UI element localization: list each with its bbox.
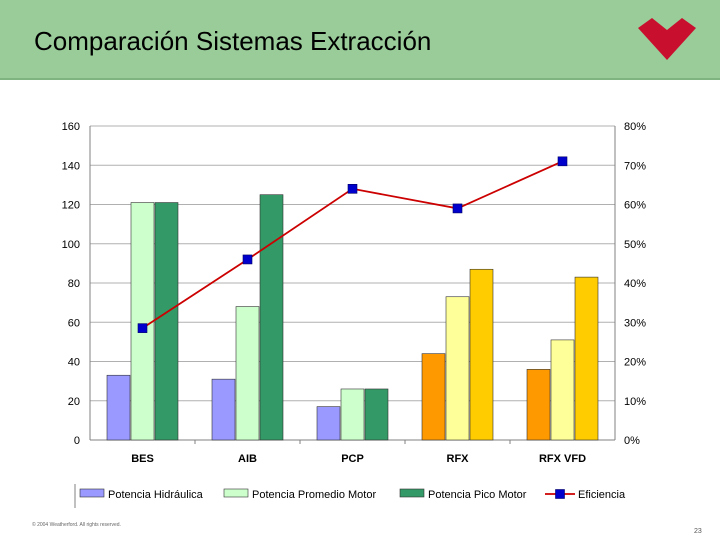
- bar-potencia-pico-motor: [574, 276, 599, 441]
- x-category-label: RFX VFD: [539, 453, 586, 465]
- bar-potencia-hidráulica: [316, 406, 341, 441]
- y-left-tick-label: 20: [68, 396, 80, 408]
- efficiency-marker: [557, 156, 568, 167]
- legend-label: Potencia Promedio Motor: [252, 489, 376, 501]
- y-left-tick-label: 40: [68, 357, 80, 369]
- bar-potencia-hidráulica: [421, 353, 446, 441]
- copyright-footer: © 2004 Weatherford. All rights reserved.: [32, 522, 121, 528]
- legend-swatch: [223, 488, 249, 498]
- y-right-tick-label: 60%: [624, 200, 646, 212]
- y-left-tick-label: 0: [74, 435, 80, 447]
- slide-header: [0, 0, 720, 78]
- weatherford-logo-icon: [638, 18, 696, 60]
- y-right-tick-label: 40%: [624, 278, 646, 290]
- x-category-label: PCP: [341, 453, 364, 465]
- y-left-tick-label: 80: [68, 278, 80, 290]
- legend-label: Potencia Hidráulica: [108, 489, 204, 501]
- y-right-tick-label: 30%: [624, 317, 646, 329]
- bar-potencia-hidráulica: [526, 369, 551, 441]
- bar-potencia-promedio-motor: [130, 202, 155, 441]
- bar-potencia-promedio-motor: [550, 339, 575, 441]
- bar-potencia-hidráulica: [106, 374, 131, 441]
- bar-potencia-pico-motor: [364, 388, 389, 441]
- legend-swatch: [79, 488, 105, 498]
- y-left-tick-label: 140: [62, 160, 80, 172]
- y-right-tick-label: 20%: [624, 357, 646, 369]
- x-category-label: AIB: [238, 453, 257, 465]
- efficiency-marker: [137, 323, 148, 333]
- bar-potencia-promedio-motor: [235, 306, 260, 441]
- y-left-tick-label: 160: [62, 121, 80, 133]
- page-number: 23: [694, 528, 702, 535]
- legend-swatch: [399, 488, 425, 498]
- efficiency-marker: [452, 203, 463, 214]
- y-right-tick-label: 70%: [624, 160, 646, 172]
- legend-marker-swatch: [555, 489, 565, 499]
- bar-potencia-hidráulica: [211, 378, 236, 441]
- bar-potencia-promedio-motor: [445, 296, 470, 441]
- legend-label: Eficiencia: [578, 489, 626, 501]
- y-right-tick-label: 10%: [624, 396, 646, 408]
- legend-label: Potencia Pico Motor: [428, 489, 527, 501]
- y-left-tick-label: 100: [62, 239, 80, 251]
- y-right-tick-label: 50%: [624, 239, 646, 251]
- bar-potencia-pico-motor: [469, 268, 494, 441]
- header-divider: [0, 78, 720, 80]
- bar-potencia-pico-motor: [154, 202, 179, 441]
- y-right-tick-label: 0%: [624, 435, 640, 447]
- y-left-tick-label: 60: [68, 317, 80, 329]
- bar-potencia-promedio-motor: [340, 388, 365, 441]
- efficiency-marker: [347, 184, 358, 194]
- x-category-label: BES: [131, 453, 154, 465]
- x-category-label: RFX: [447, 453, 470, 465]
- efficiency-marker: [242, 254, 253, 265]
- y-left-tick-label: 120: [62, 200, 80, 212]
- slide-title: Comparación Sistemas Extracción: [34, 26, 432, 56]
- bar-potencia-pico-motor: [259, 194, 284, 441]
- y-right-tick-label: 80%: [624, 121, 646, 133]
